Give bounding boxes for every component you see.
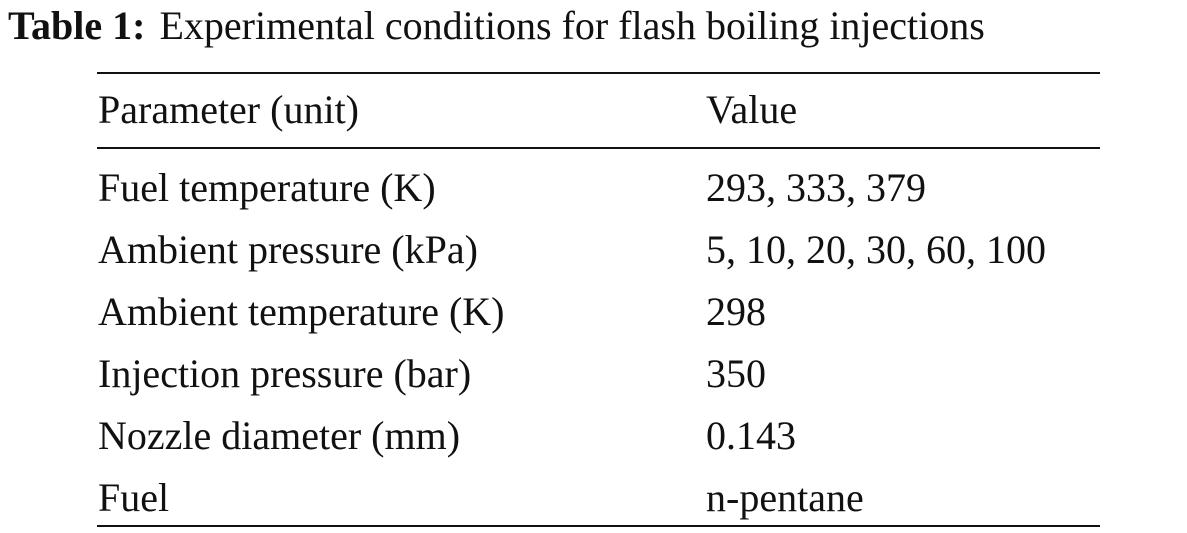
row-parameter-fuel-temperature: Fuel temperature (K) xyxy=(98,165,436,210)
row-parameter-nozzle-diameter: Nozzle diameter (mm) xyxy=(98,413,461,458)
table-caption: Table 1: Experimental conditions for flas… xyxy=(8,2,985,50)
row-value-nozzle-diameter: 0.143 xyxy=(706,413,796,458)
row-parameter-injection-pressure: Injection pressure (bar) xyxy=(98,351,472,396)
caption-text: Experimental conditions for flash boilin… xyxy=(159,3,985,48)
row-parameter-ambient-temperature: Ambient temperature (K) xyxy=(98,289,505,334)
table-header-rule xyxy=(97,147,1100,149)
header-parameter: Parameter (unit) xyxy=(98,87,359,132)
row-parameter-ambient-pressure: Ambient pressure (kPa) xyxy=(98,227,478,272)
table-bottom-rule xyxy=(97,525,1100,527)
row-value-fuel-temperature: 293, 333, 379 xyxy=(706,165,926,210)
table-top-rule xyxy=(97,72,1100,74)
row-value-ambient-pressure: 5, 10, 20, 30, 60, 100 xyxy=(706,227,1046,272)
row-value-injection-pressure: 350 xyxy=(706,351,766,396)
row-value-fuel: n-pentane xyxy=(706,475,864,520)
row-value-ambient-temperature: 298 xyxy=(706,289,766,334)
header-value: Value xyxy=(706,87,798,132)
caption-label: Table 1: xyxy=(8,3,146,48)
row-parameter-fuel: Fuel xyxy=(98,475,170,520)
